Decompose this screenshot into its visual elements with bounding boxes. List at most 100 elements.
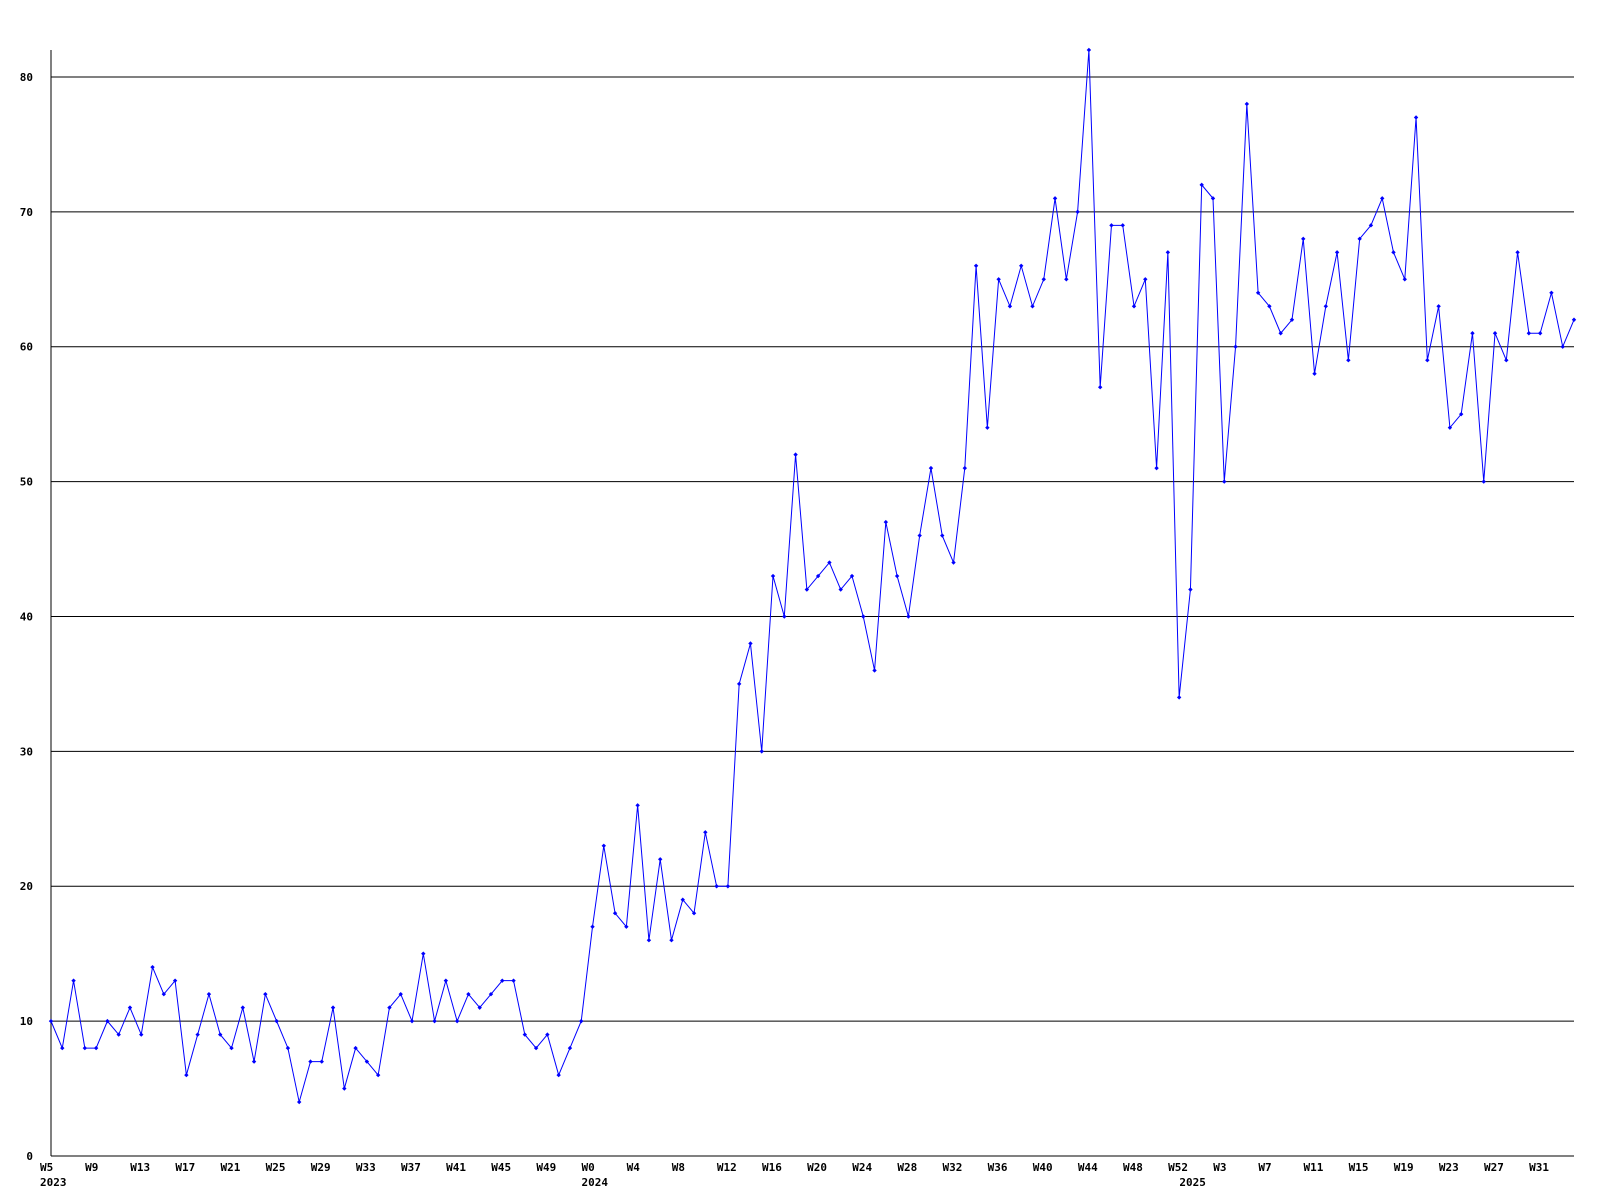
data-point <box>1447 425 1453 430</box>
x-tick-label: W48 <box>1123 1161 1143 1174</box>
y-tick-label: 30 <box>20 745 33 758</box>
data-point <box>93 1045 99 1051</box>
data-point <box>962 465 967 471</box>
data-point <box>601 843 606 848</box>
data-point <box>522 1032 528 1037</box>
data-point <box>1109 223 1114 228</box>
data-point <box>398 991 403 997</box>
x-tick-label: W41 <box>446 1161 466 1174</box>
data-point <box>105 1018 110 1024</box>
data-point <box>263 991 268 997</box>
data-point <box>240 1005 245 1010</box>
data-point <box>500 978 505 983</box>
data-point <box>793 452 798 457</box>
data-point <box>1075 209 1080 215</box>
data-point <box>1504 358 1509 363</box>
data-point <box>218 1032 223 1037</box>
x-tick-label: W31 <box>1529 1161 1549 1174</box>
data-point <box>1312 371 1317 376</box>
data-point <box>150 964 155 970</box>
data-point <box>646 937 652 943</box>
data-point <box>827 560 832 565</box>
x-tick-label: W9 <box>85 1161 98 1174</box>
data-point <box>1030 304 1035 309</box>
data-point <box>466 991 471 997</box>
x-tick-label: W45 <box>491 1161 511 1174</box>
data-point <box>1052 196 1058 201</box>
data-point <box>1064 277 1069 282</box>
data-point <box>1255 290 1261 295</box>
y-tick-label: 80 <box>20 71 33 84</box>
data-point <box>1188 587 1193 592</box>
data-point <box>251 1059 257 1064</box>
x-tick-label: W7 <box>1258 1161 1271 1174</box>
data-point <box>1560 344 1565 349</box>
data-point <box>342 1086 347 1091</box>
x-tick-label: W52 <box>1168 1161 1188 1174</box>
data-point <box>139 1032 144 1037</box>
data-point <box>917 533 922 538</box>
x-tick-label: W5 <box>40 1161 53 1174</box>
x-tick-label: W19 <box>1394 1161 1414 1174</box>
data-point <box>71 978 76 983</box>
data-point <box>545 1032 550 1037</box>
data-point <box>184 1072 189 1078</box>
data-point <box>556 1072 561 1078</box>
data-point <box>1222 479 1227 484</box>
data-point <box>770 573 776 579</box>
data-point <box>736 681 742 687</box>
data-point <box>1301 236 1306 242</box>
data-point <box>1244 101 1250 107</box>
data-point <box>1041 277 1046 282</box>
data-point <box>1481 479 1486 484</box>
data-point <box>714 884 719 889</box>
data-point <box>533 1045 539 1051</box>
data-point <box>308 1059 313 1064</box>
data-point <box>1470 331 1475 336</box>
data-point <box>48 1018 54 1024</box>
data-point <box>872 668 877 673</box>
data-point <box>206 991 212 997</box>
data-point <box>669 937 674 943</box>
x-tick-label: W16 <box>762 1161 782 1174</box>
data-point <box>579 1018 584 1024</box>
data-point <box>759 749 764 754</box>
x-tick-label: W11 <box>1304 1161 1324 1174</box>
x-tick-label: W12 <box>717 1161 737 1174</box>
data-point <box>161 991 167 997</box>
data-point <box>274 1018 279 1024</box>
data-point <box>928 465 934 471</box>
data-point <box>285 1045 291 1051</box>
year-label: 2024 <box>582 1176 609 1189</box>
x-tick-label: W33 <box>356 1161 376 1174</box>
data-point <box>296 1099 302 1105</box>
data-point <box>1537 331 1543 336</box>
data-point <box>409 1018 415 1024</box>
data-point <box>1571 317 1577 322</box>
x-tick-label: W13 <box>130 1161 150 1174</box>
data-point <box>748 641 753 646</box>
data-point <box>1019 263 1024 269</box>
data-point <box>229 1045 234 1051</box>
data-point <box>1549 290 1554 295</box>
y-tick-label: 40 <box>20 610 33 623</box>
data-point <box>951 560 956 565</box>
data-point <box>443 978 449 983</box>
data-point <box>364 1059 370 1064</box>
x-tick-label: W44 <box>1078 1161 1098 1174</box>
x-tick-label: W17 <box>175 1161 195 1174</box>
data-point <box>172 978 178 983</box>
data-point <box>725 884 731 889</box>
data-point <box>996 277 1001 282</box>
data-point <box>511 978 516 983</box>
data-point <box>1323 304 1329 309</box>
x-tick-label: W20 <box>807 1161 827 1174</box>
data-point <box>1143 277 1148 282</box>
data-point <box>838 587 843 592</box>
x-tick-label: W4 <box>627 1161 641 1174</box>
x-tick-label: W0 <box>582 1161 595 1174</box>
y-tick-label: 70 <box>20 206 33 219</box>
data-point <box>195 1032 200 1037</box>
data-point <box>1458 411 1464 417</box>
